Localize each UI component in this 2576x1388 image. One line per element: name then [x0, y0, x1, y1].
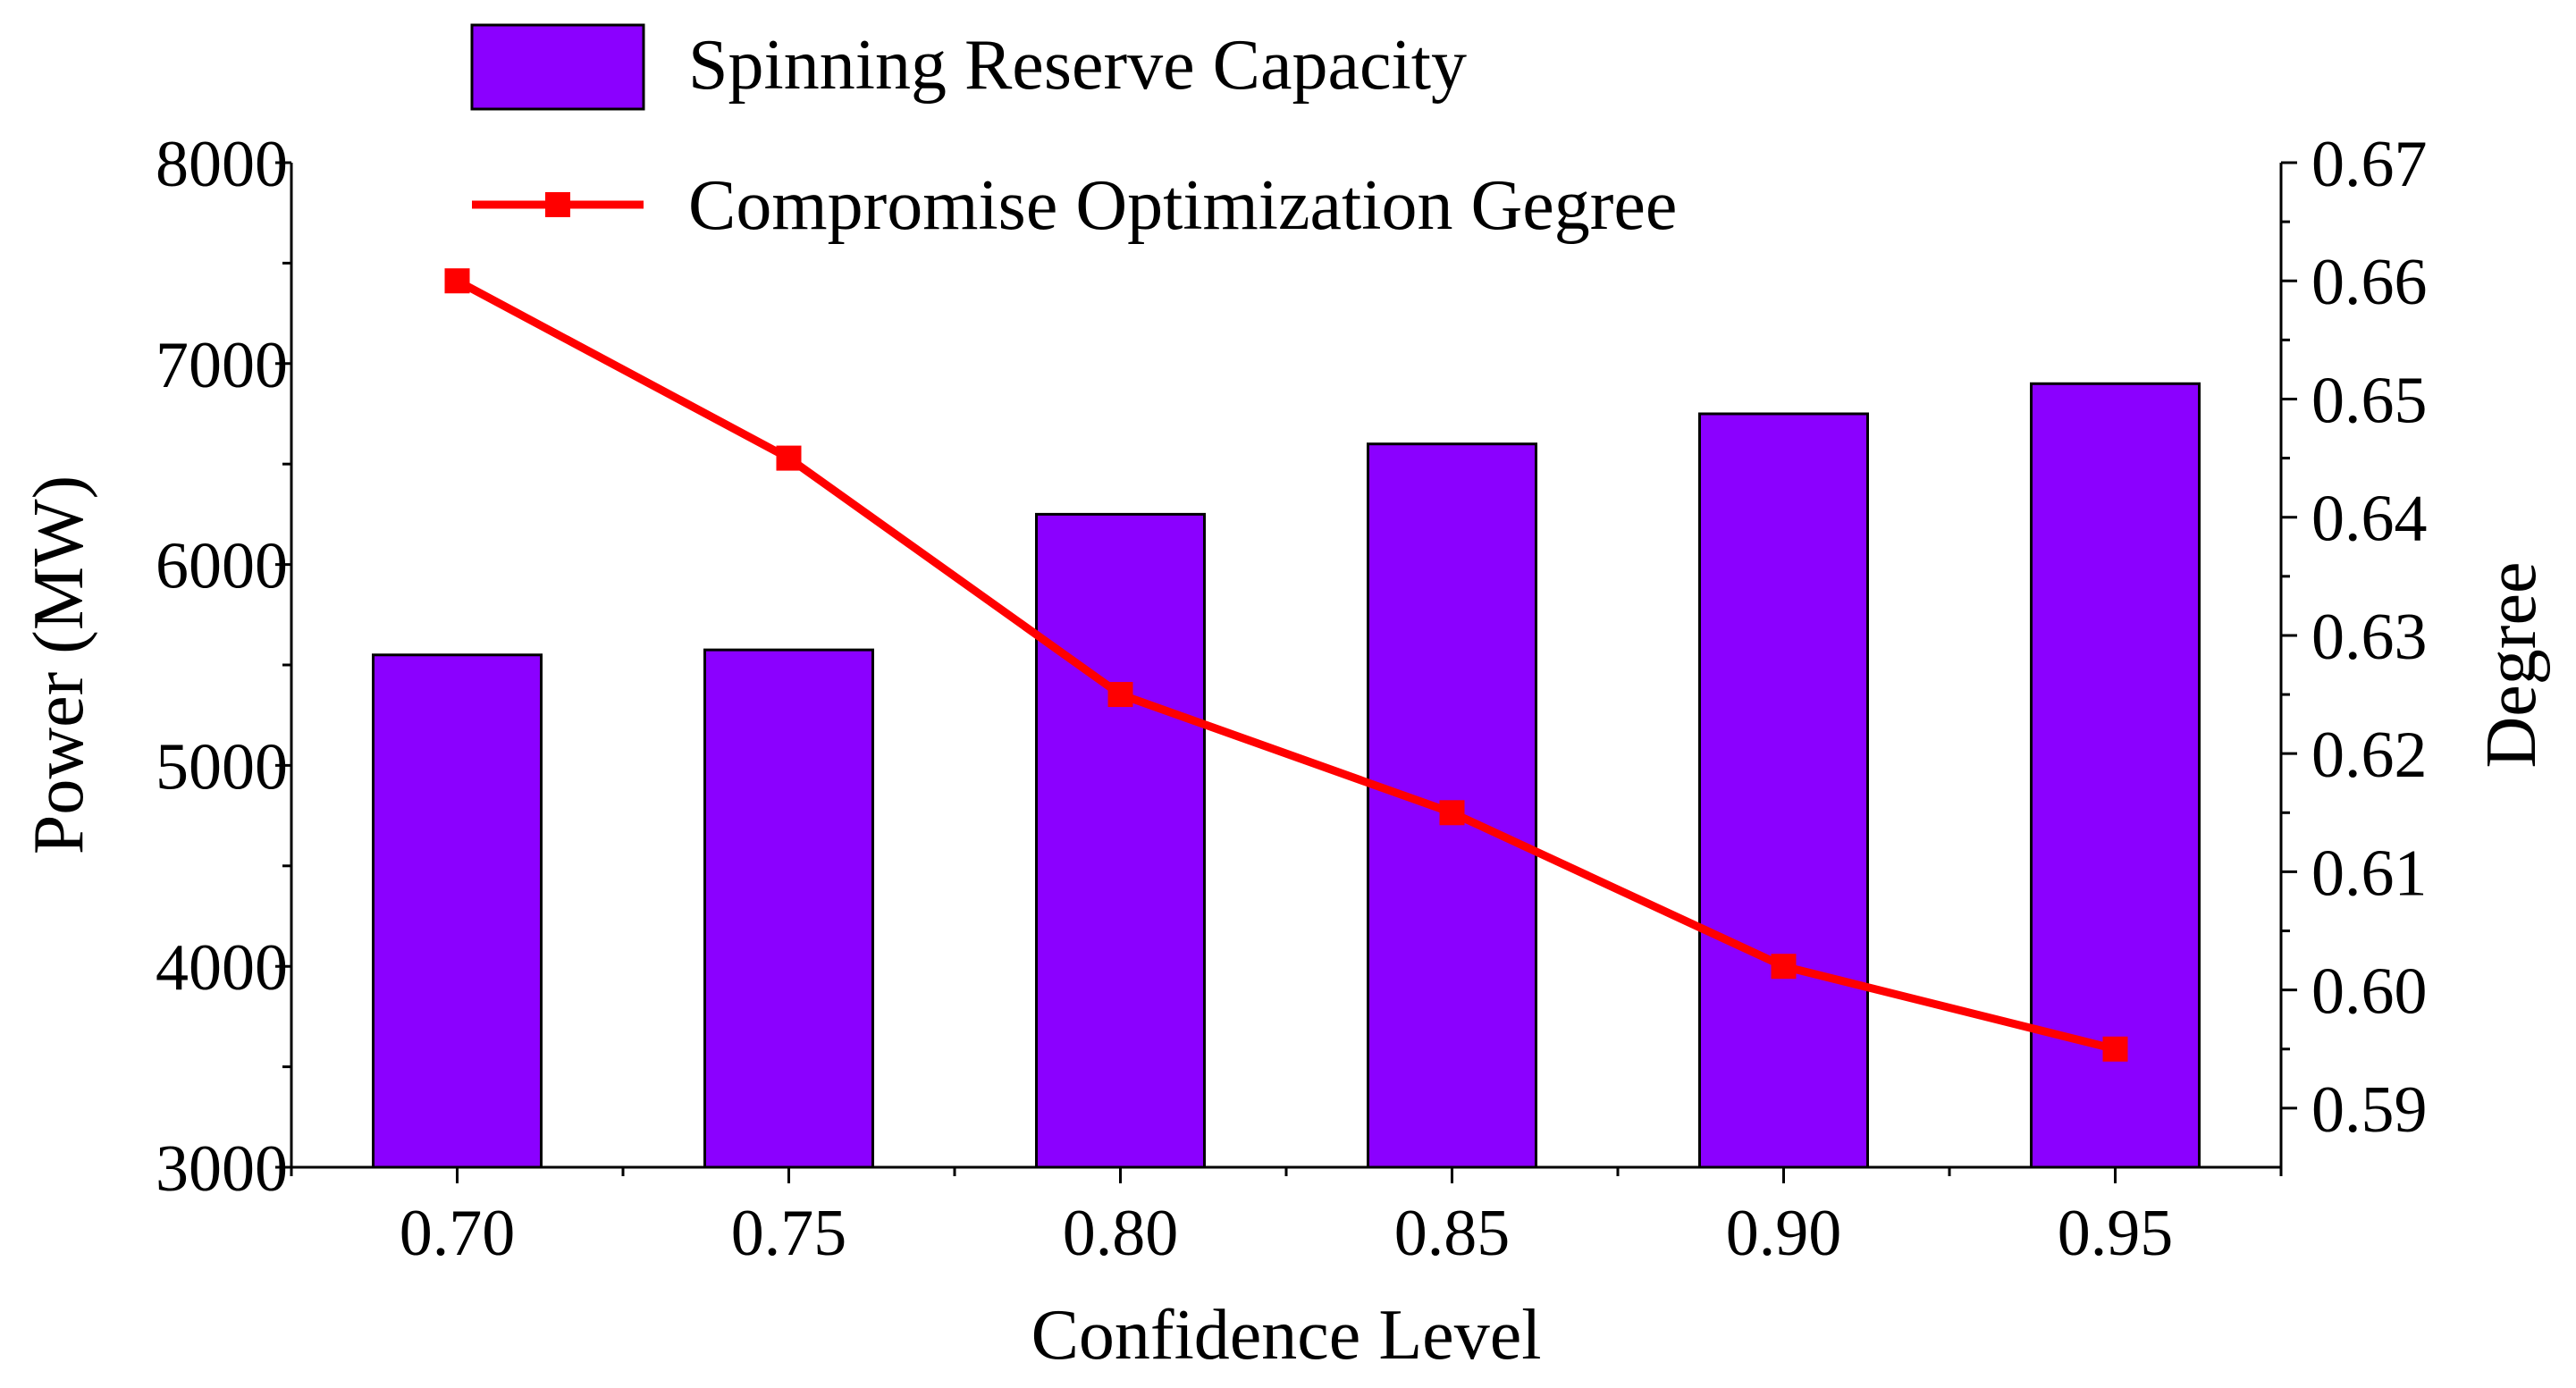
y-right-tick-label: 0.60 [2311, 955, 2428, 1029]
y-right-tick-label: 0.63 [2311, 601, 2428, 674]
bar-0.75 [703, 648, 874, 1169]
x-tick-label: 0.80 [1063, 1197, 1179, 1270]
y-left-tick-label: 7000 [156, 329, 288, 402]
y-axis-right-title: Degree [2472, 562, 2551, 769]
legend-swatch-bar [470, 23, 645, 111]
bar-0.80 [1035, 512, 1206, 1169]
degree-line [455, 277, 2117, 1054]
x-tick-label: 0.85 [1394, 1197, 1511, 1270]
y-right-tick-label: 0.59 [2311, 1073, 2428, 1147]
y-left-tick-label: 4000 [156, 931, 288, 1005]
legend-swatch-marker [545, 192, 570, 217]
degree-point-0.80 [1107, 682, 1133, 708]
axes: 3000 4000 5000 6000 7000 8000 0.59 0.60 0.61 0.62… [156, 128, 2428, 1270]
degree-point-0.95 [2102, 1036, 2128, 1062]
y-axis-left-title: Power (MW) [20, 475, 98, 854]
degree-point-0.90 [1771, 954, 1797, 980]
y-right-tick-label: 0.67 [2311, 128, 2428, 201]
y-right-tick-label: 0.61 [2311, 837, 2428, 910]
y-left-tick-label: 8000 [156, 128, 288, 201]
x-tick-label: 0.90 [1726, 1197, 1842, 1270]
y-right-tick-label: 0.65 [2311, 364, 2428, 437]
legend: Spinning Reserve Capacity Compromise Opti… [470, 23, 1677, 245]
legend-label-bar: Spinning Reserve Capacity [688, 26, 1467, 105]
y-left-tick-label: 3000 [156, 1132, 288, 1206]
y-left-tick-label: 5000 [156, 730, 288, 803]
legend-label-line: Compromise Optimization Gegree [688, 166, 1677, 245]
degree-point-0.70 [444, 268, 470, 294]
bar-0.70 [372, 653, 543, 1169]
degree-point-0.85 [1439, 800, 1465, 826]
x-tick-label: 0.95 [2058, 1197, 2174, 1270]
y-right-tick-label: 0.64 [2311, 483, 2428, 556]
bar-0.90 [1698, 412, 1869, 1169]
degree-point-0.75 [776, 445, 802, 471]
y-left-tick-label: 6000 [156, 530, 288, 603]
y-right-tick-label: 0.62 [2311, 719, 2428, 792]
bar-series [372, 382, 2201, 1169]
y-right-tick-label: 0.66 [2311, 246, 2428, 319]
x-tick-label: 0.75 [731, 1197, 847, 1270]
x-tick-label: 0.70 [400, 1197, 516, 1270]
x-axis-title: Confidence Level [1031, 1296, 1542, 1375]
line-series [444, 268, 2128, 1062]
